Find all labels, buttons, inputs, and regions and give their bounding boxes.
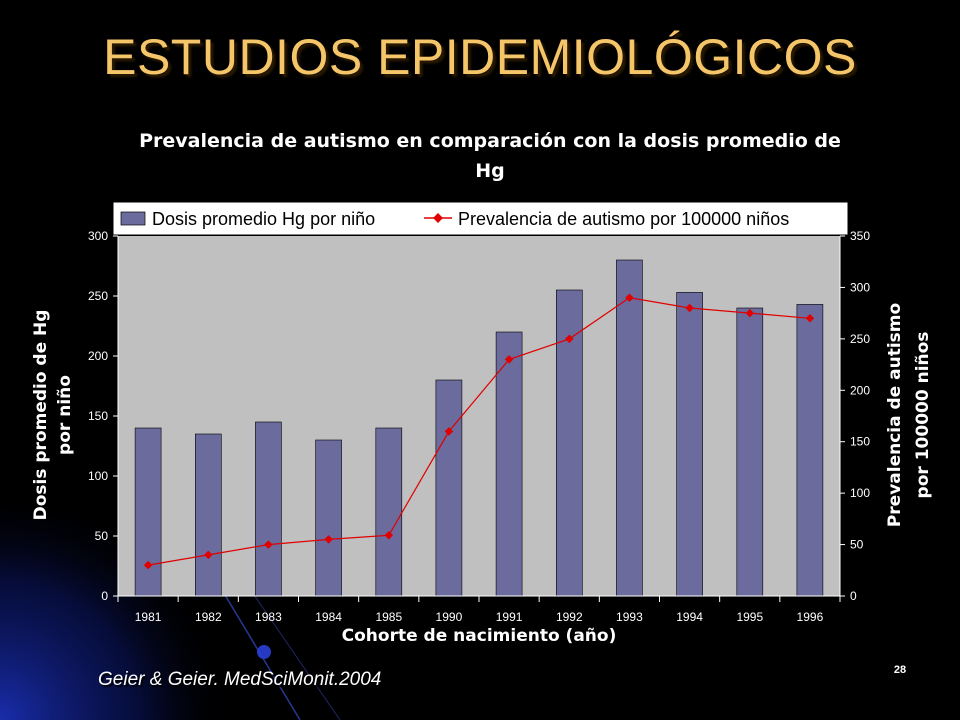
x-tick-label-1985: 1985 bbox=[375, 610, 402, 624]
x-tick-label-1995: 1995 bbox=[736, 610, 763, 624]
x-tick-label-1984: 1984 bbox=[315, 610, 342, 624]
legend-swatch-bar bbox=[120, 211, 146, 226]
x-tick-label-1991: 1991 bbox=[496, 610, 523, 624]
bar-1984 bbox=[315, 439, 342, 597]
line-point-1996 bbox=[805, 314, 815, 323]
bar-1995 bbox=[736, 307, 764, 597]
y-right-tick-label-50: 50 bbox=[850, 538, 864, 552]
y-right-tick-label-100: 100 bbox=[850, 486, 870, 500]
decorative-dot bbox=[257, 645, 271, 659]
x-tick-label-1992: 1992 bbox=[556, 610, 583, 624]
y-axis-left-label-line1: Dosis promedio de Hg bbox=[31, 310, 51, 521]
line-point-1992 bbox=[565, 334, 574, 344]
legend-swatch-marker bbox=[433, 213, 443, 223]
line-point-1985 bbox=[384, 531, 394, 540]
bar-1996 bbox=[796, 304, 824, 597]
x-tick-label-1990: 1990 bbox=[436, 610, 463, 624]
bar-1982 bbox=[195, 433, 222, 597]
chart-title-line1: Prevalencia de autismo en comparación co… bbox=[139, 130, 841, 152]
y-right-tick-label-200: 200 bbox=[850, 383, 870, 397]
line-point-1983 bbox=[264, 540, 273, 549]
x-tick-label-1981: 1981 bbox=[135, 610, 162, 624]
bar-1983 bbox=[255, 421, 282, 597]
y-left-tick-label-50: 50 bbox=[95, 529, 109, 543]
y-axis-left-label-line2: por niño bbox=[55, 375, 75, 455]
y-right-tick-label-350: 350 bbox=[850, 229, 870, 243]
legend: Dosis promedio Hg por niño Prevalencia d… bbox=[112, 201, 849, 236]
y-right-tick-label-250: 250 bbox=[850, 332, 870, 346]
bar-1990 bbox=[435, 379, 463, 597]
bar-1993 bbox=[616, 259, 643, 597]
y-left-tick-label-200: 200 bbox=[88, 349, 108, 363]
prevalence-line bbox=[147, 297, 810, 566]
x-tick-label-1996: 1996 bbox=[797, 610, 824, 624]
bar-1991 bbox=[495, 331, 523, 597]
line-point-1994 bbox=[685, 303, 694, 313]
slide-title: ESTUDIOS EPIDEMIOLÓGICOS bbox=[103, 29, 857, 85]
y-left-tick-label-300: 300 bbox=[88, 229, 108, 243]
y-axis-right-label-line1: Prevalencia de autismo bbox=[885, 303, 905, 527]
y-left-tick-label-0: 0 bbox=[101, 589, 108, 603]
x-tick-label-1993: 1993 bbox=[616, 610, 643, 624]
y-right-tick-label-0: 0 bbox=[850, 589, 857, 603]
legend-box bbox=[112, 201, 849, 236]
x-tick-label-1983: 1983 bbox=[255, 610, 282, 624]
legend-label-line: Prevalencia de autismo por 100000 niños bbox=[458, 209, 789, 229]
line-point-1984 bbox=[324, 535, 333, 544]
bar-1994 bbox=[676, 292, 703, 597]
y-left-tick-label-100: 100 bbox=[88, 469, 108, 483]
y-axis-right-label-line2: por 100000 niños bbox=[913, 332, 933, 499]
legend-label-bar: Dosis promedio Hg por niño bbox=[152, 209, 375, 229]
line-point-1995 bbox=[745, 308, 755, 318]
y-left-tick-label-150: 150 bbox=[88, 409, 108, 423]
line-point-1990 bbox=[444, 427, 454, 436]
y-right-tick-label-300: 300 bbox=[850, 280, 870, 294]
line-point-1991 bbox=[504, 355, 514, 364]
bar-1981 bbox=[134, 427, 162, 597]
chart-title-line2: Hg bbox=[475, 160, 505, 182]
y-right-tick-label-150: 150 bbox=[850, 435, 870, 449]
x-tick-label-1994: 1994 bbox=[676, 610, 703, 624]
line-point-1993 bbox=[625, 293, 634, 302]
x-tick-label-1982: 1982 bbox=[195, 610, 222, 624]
bar-1985 bbox=[375, 427, 403, 597]
y-left-tick-label-250: 250 bbox=[88, 289, 108, 303]
page-number: 28 bbox=[893, 664, 907, 676]
plot-area bbox=[118, 236, 840, 596]
x-axis-label: Cohorte de nacimiento (año) bbox=[342, 626, 617, 646]
source-citation: Geier & Geier. MedSciMonit.2004 bbox=[98, 669, 382, 690]
